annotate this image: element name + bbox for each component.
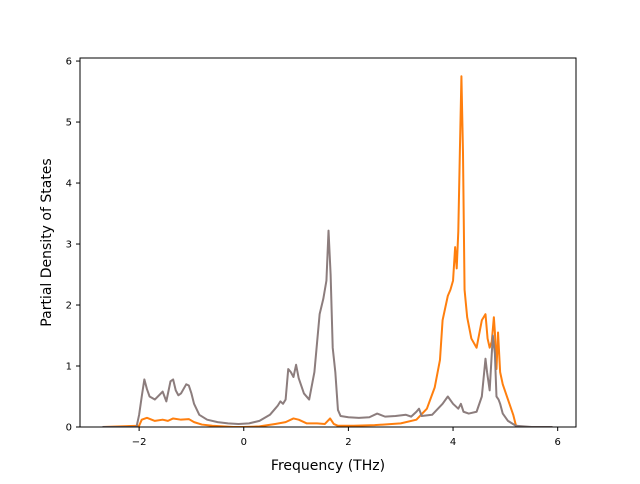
y-tick-label: 3 (66, 240, 72, 251)
y-tick-label: 6 (66, 57, 72, 68)
y-tick-label: 4 (66, 179, 72, 190)
y-tick-label: 1 (66, 362, 72, 373)
y-axis-label: Partial Density of States (39, 158, 55, 326)
x-tick-label: 0 (241, 437, 247, 448)
x-tick-label: 2 (345, 437, 351, 448)
y-tick-label: 5 (66, 118, 72, 129)
x-tick-label: 6 (555, 437, 561, 448)
y-tick-label: 2 (66, 301, 72, 312)
plot-frame (79, 57, 577, 428)
x-axis: −2 0 2 4 6 (132, 427, 561, 448)
series-line-0 (102, 75, 553, 427)
y-axis: 0 1 2 3 4 5 6 (66, 57, 80, 434)
x-axis-label: Frequency (THz) (271, 458, 385, 474)
x-tick-label: −2 (132, 437, 147, 448)
x-tick-label: 4 (450, 437, 456, 448)
y-tick-label: 0 (66, 423, 72, 434)
series-layer (102, 75, 553, 427)
series-line-1 (102, 229, 553, 427)
